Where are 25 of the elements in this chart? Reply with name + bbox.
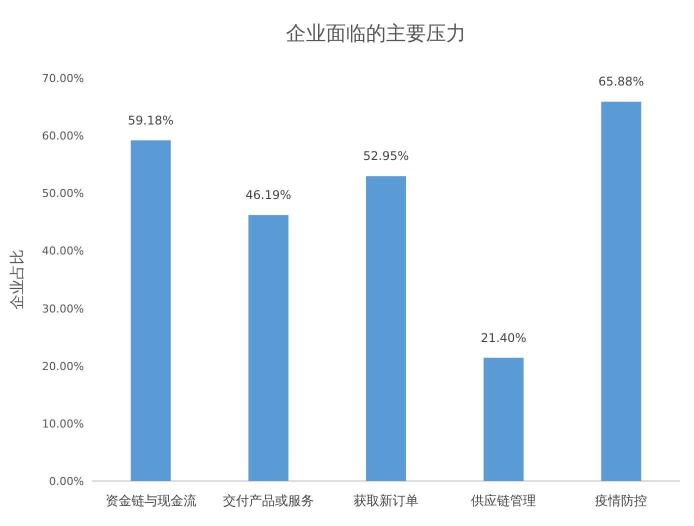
bar — [366, 176, 406, 481]
y-tick-label: 10.00% — [42, 417, 84, 430]
x-tick-label: 获取新订单 — [354, 494, 418, 509]
y-tick-label: 40.00% — [42, 244, 84, 258]
x-tick-label: 供应链管理 — [471, 493, 536, 509]
data-label: 65.88% — [598, 74, 644, 89]
x-tick-label: 疫情防控 — [595, 494, 648, 509]
y-tick-label: 50.00% — [42, 187, 84, 200]
y-tick-label: 20.00% — [42, 360, 84, 373]
data-label: 46.19% — [246, 188, 292, 202]
bar — [601, 102, 642, 481]
bar — [484, 358, 524, 481]
bar — [130, 140, 171, 481]
data-label: 21.40% — [480, 330, 526, 345]
y-tick-label: 60.00% — [42, 130, 84, 143]
y-tick-label: 0.00% — [49, 475, 84, 488]
y-tick-label: 70.00% — [42, 72, 84, 85]
bar — [248, 215, 288, 481]
data-label: 52.95% — [363, 149, 409, 164]
y-axis-title: 企业占比 — [8, 250, 26, 310]
data-label: 59.18% — [128, 113, 174, 128]
y-tick-label: 30.00% — [42, 302, 84, 316]
chart-title: 企业面临的主要压力 — [286, 21, 466, 45]
x-tick-label: 资金链与现金流 — [105, 493, 196, 509]
x-tick-label: 交付产品或服务 — [222, 493, 314, 509]
